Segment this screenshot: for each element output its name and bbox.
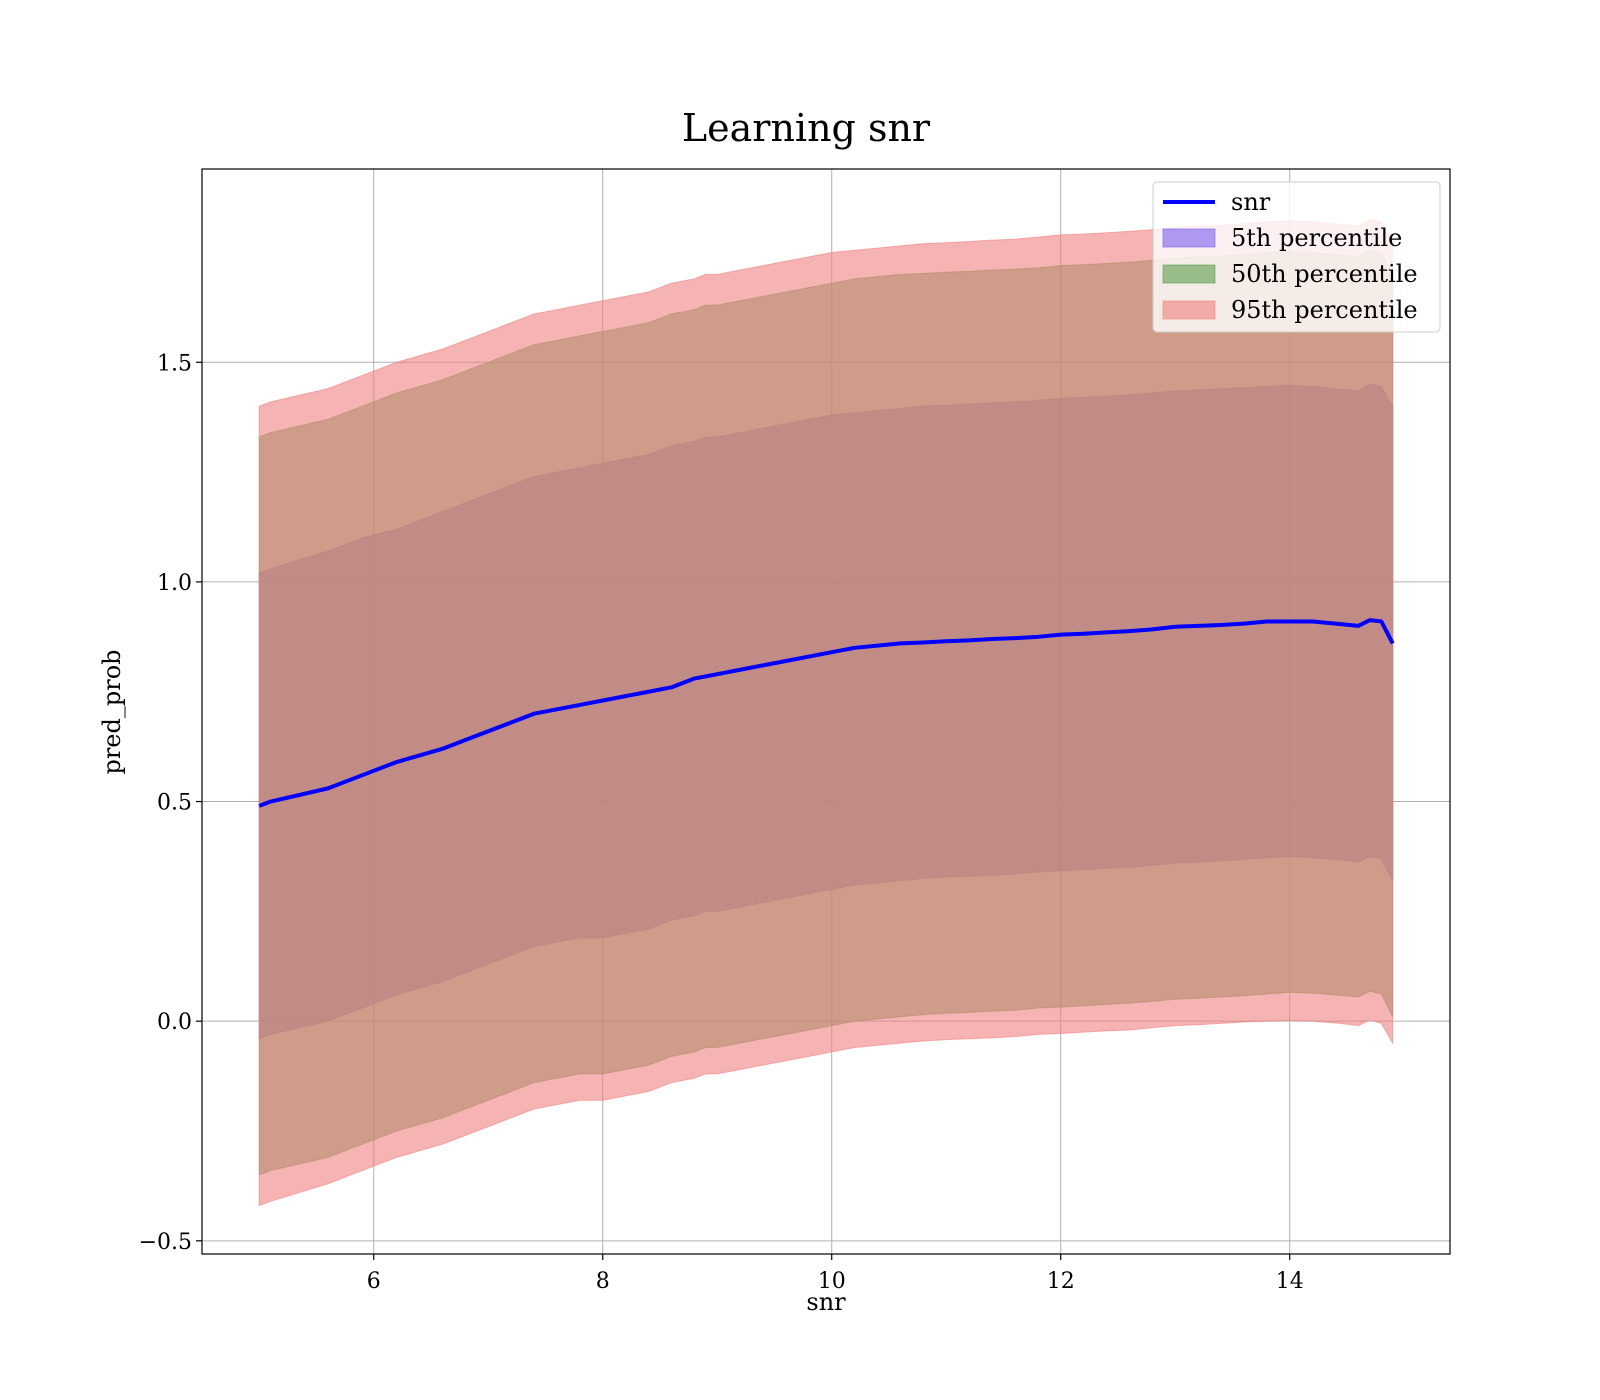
y-tick-label: 0.5: [157, 791, 192, 816]
x-tick-label: 10: [818, 1269, 846, 1294]
plot-frame: [201, 168, 1451, 1255]
legend-swatch-50th-percentile: [1162, 264, 1216, 284]
y-tick-label: −0.5: [139, 1230, 192, 1255]
x-tick-label: 14: [1276, 1269, 1304, 1294]
x-tick-label: 6: [367, 1269, 381, 1294]
plot-area: 6 8 10 12 14 −0.5 0.0 0.5 1.0 1.5: [139, 168, 1451, 1294]
legend-swatch-5th-percentile: [1162, 228, 1216, 248]
legend-label-snr: snr: [1231, 188, 1271, 216]
legend-label-50th-percentile: 50th percentile: [1231, 260, 1418, 288]
y-tick-label: 1.0: [157, 571, 192, 596]
legend: snr 5th percentile 50th percentile 95th per…: [1152, 181, 1441, 333]
x-axis-title: snr: [806, 1288, 846, 1316]
y-tick-label: 0.0: [157, 1010, 192, 1035]
chart-title: Learning snr: [682, 106, 931, 150]
y-tick-label: 1.5: [157, 351, 192, 376]
band-95th-percentile: [258, 218, 1394, 1207]
x-tick-label: 12: [1047, 1269, 1075, 1294]
x-tick-label: 8: [596, 1269, 610, 1294]
series-line-snr: [258, 618, 1395, 808]
legend-label-5th-percentile: 5th percentile: [1231, 224, 1402, 252]
legend-box: [1152, 181, 1441, 333]
y-axis-title: pred_prob: [98, 649, 126, 774]
legend-swatch-95th-percentile: [1162, 300, 1216, 320]
legend-label-95th-percentile: 95th percentile: [1231, 296, 1418, 324]
